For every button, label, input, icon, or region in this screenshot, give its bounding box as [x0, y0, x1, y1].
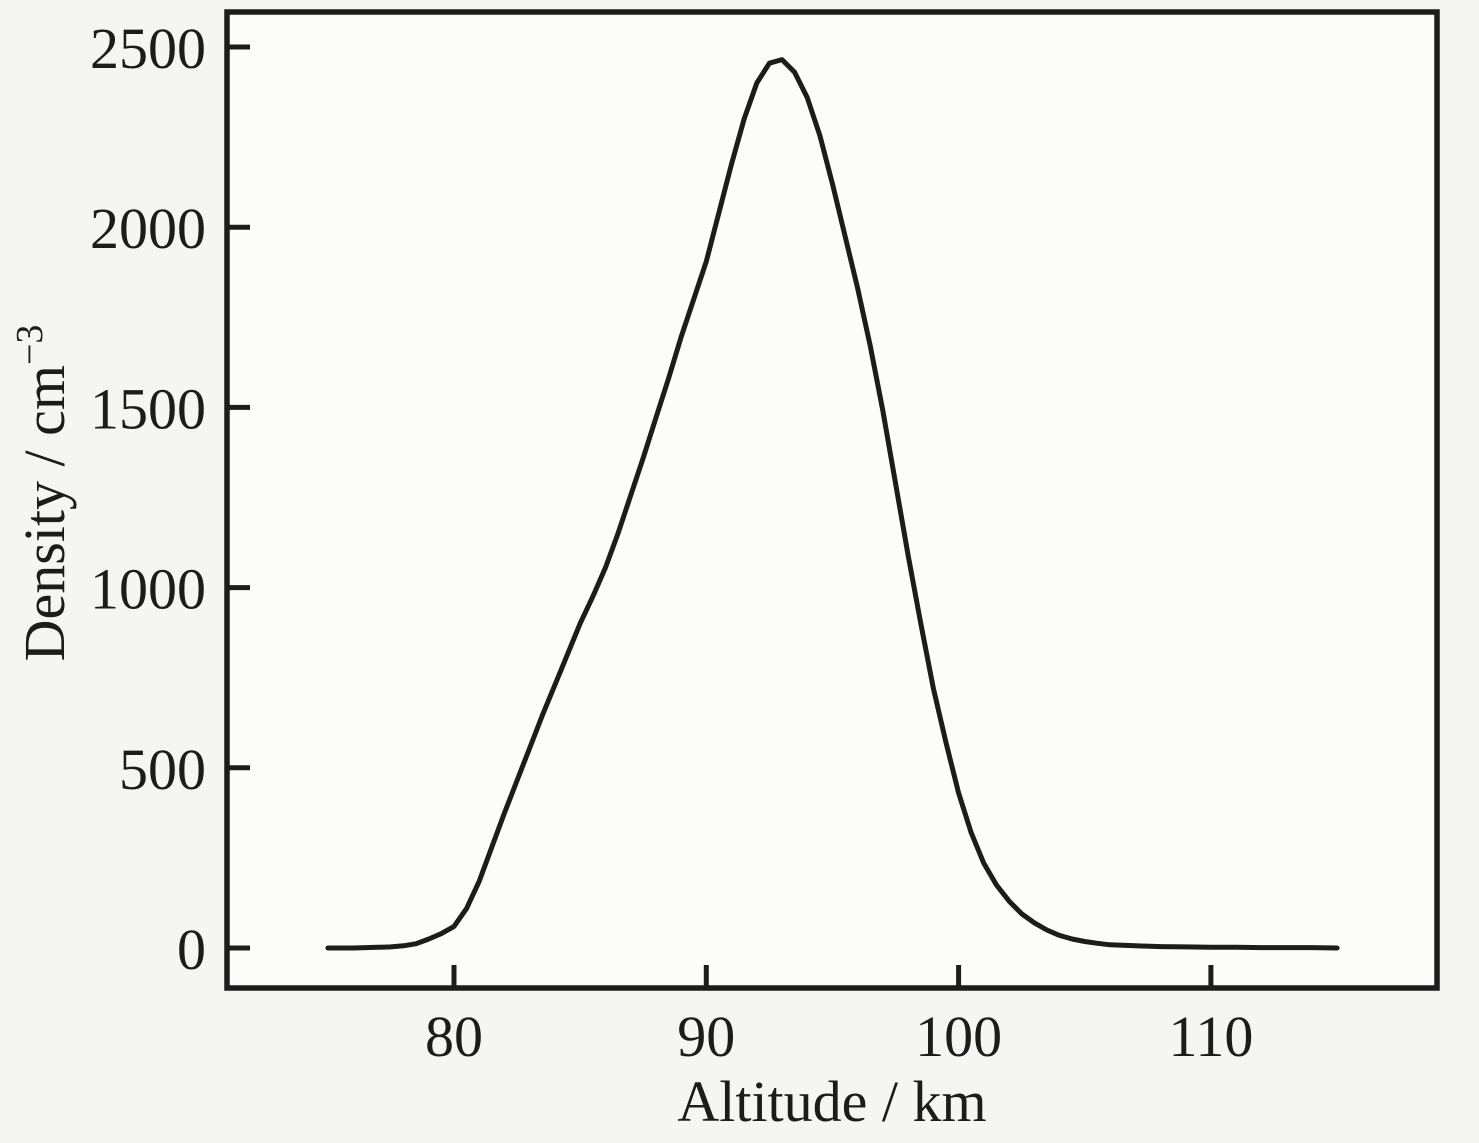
density-curve: [325, 57, 1340, 951]
y-axis-title-superscript: −3: [9, 325, 51, 365]
x-tick-label: 90: [677, 1004, 735, 1069]
y-tick-label: 2500: [90, 16, 206, 81]
x-axis-ticks: 80 90 100 110: [425, 965, 1253, 1069]
y-tick-label: 1000: [90, 557, 206, 622]
y-axis-title-base: Density / cm: [12, 365, 77, 661]
plot-frame: [224, 9, 1440, 991]
y-tick-label: 500: [119, 737, 206, 802]
x-tick-label: 80: [425, 1004, 483, 1069]
y-tick-label: 1500: [90, 376, 206, 441]
y-axis-ticks: 0 500 1000 1500 2000 2500: [90, 16, 250, 982]
x-tick-label: 110: [1168, 1004, 1253, 1069]
x-tick-label: 100: [915, 1004, 1002, 1069]
x-axis-title: Altitude / km: [677, 1069, 986, 1134]
y-tick-label: 0: [177, 917, 206, 982]
y-axis-title: Density / cm−3: [9, 325, 77, 662]
y-tick-label: 2000: [90, 196, 206, 261]
